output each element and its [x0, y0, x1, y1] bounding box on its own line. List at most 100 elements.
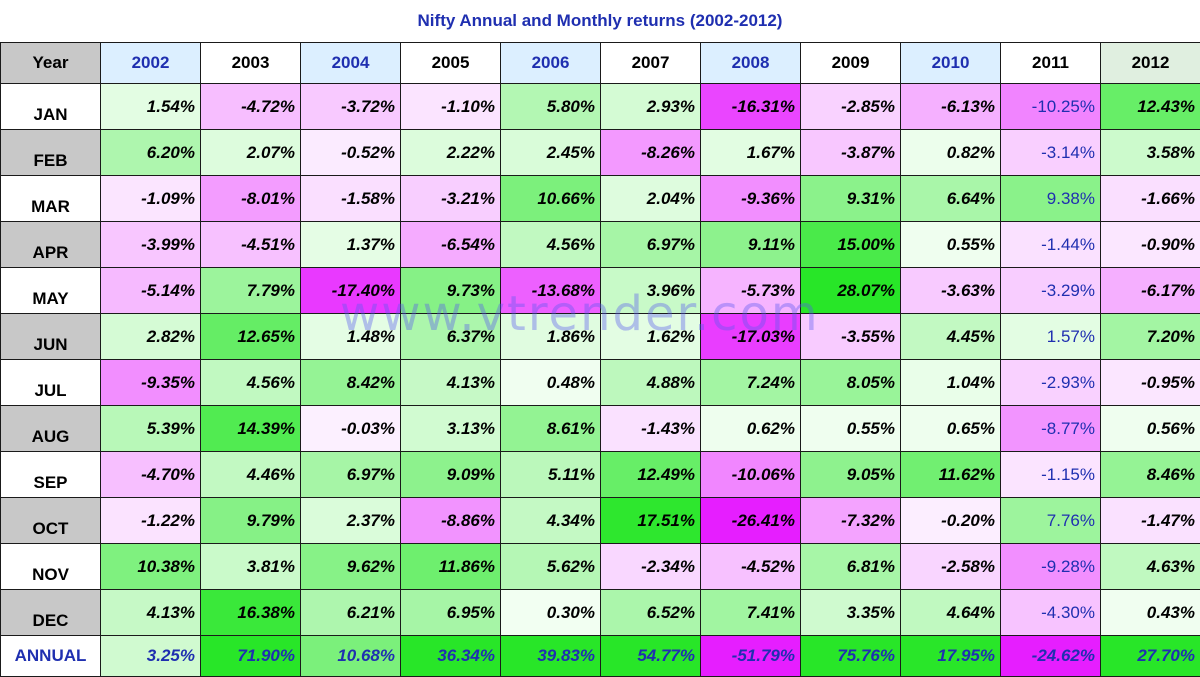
return-cell: 1.48%: [301, 314, 401, 360]
return-cell: 28.07%: [801, 268, 901, 314]
return-cell: -1.66%: [1101, 176, 1200, 222]
year-header-2009: 2009: [801, 43, 901, 84]
return-cell: 8.46%: [1101, 452, 1200, 498]
return-cell: 4.13%: [401, 360, 501, 406]
return-cell: -1.15%: [1001, 452, 1101, 498]
return-cell: -2.58%: [901, 544, 1001, 590]
return-cell: 17.51%: [601, 498, 701, 544]
month-label: MAR: [1, 176, 101, 222]
return-cell: 2.07%: [201, 130, 301, 176]
return-cell: 8.42%: [301, 360, 401, 406]
year-header-2003: 2003: [201, 43, 301, 84]
return-cell: 15.00%: [801, 222, 901, 268]
return-cell: -1.09%: [101, 176, 201, 222]
return-cell: -17.40%: [301, 268, 401, 314]
return-cell: 2.04%: [601, 176, 701, 222]
return-cell: 7.20%: [1101, 314, 1200, 360]
annual-return-cell: 39.83%: [501, 636, 601, 677]
return-cell: 12.49%: [601, 452, 701, 498]
year-header-2011: 2011: [1001, 43, 1101, 84]
return-cell: -2.85%: [801, 84, 901, 130]
return-cell: 3.35%: [801, 590, 901, 636]
return-cell: -2.34%: [601, 544, 701, 590]
month-label: AUG: [1, 406, 101, 452]
returns-table: Year 2002 2003 2004 2005 2006 2007 2008 …: [0, 42, 1200, 677]
return-cell: 0.82%: [901, 130, 1001, 176]
return-cell: 6.64%: [901, 176, 1001, 222]
return-cell: 6.20%: [101, 130, 201, 176]
return-cell: 11.86%: [401, 544, 501, 590]
return-cell: -1.58%: [301, 176, 401, 222]
return-cell: -7.32%: [801, 498, 901, 544]
return-cell: 7.79%: [201, 268, 301, 314]
return-cell: -0.20%: [901, 498, 1001, 544]
return-cell: 6.21%: [301, 590, 401, 636]
annual-return-cell: 10.68%: [301, 636, 401, 677]
year-header-2007: 2007: [601, 43, 701, 84]
return-cell: 0.43%: [1101, 590, 1200, 636]
month-label: JUN: [1, 314, 101, 360]
return-cell: 2.22%: [401, 130, 501, 176]
month-label: SEP: [1, 452, 101, 498]
return-cell: 6.97%: [301, 452, 401, 498]
return-cell: -6.13%: [901, 84, 1001, 130]
table-row: MAY-5.14%7.79%-17.40%9.73%-13.68%3.96%-5…: [1, 268, 1200, 314]
month-label: APR: [1, 222, 101, 268]
return-cell: 2.82%: [101, 314, 201, 360]
annual-return-cell: 27.70%: [1101, 636, 1200, 677]
annual-return-cell: 75.76%: [801, 636, 901, 677]
year-header-2005: 2005: [401, 43, 501, 84]
return-cell: 9.11%: [701, 222, 801, 268]
return-cell: -1.44%: [1001, 222, 1101, 268]
return-cell: -3.99%: [101, 222, 201, 268]
month-label: OCT: [1, 498, 101, 544]
return-cell: -4.30%: [1001, 590, 1101, 636]
return-cell: 16.38%: [201, 590, 301, 636]
year-header-2008: 2008: [701, 43, 801, 84]
return-cell: 5.39%: [101, 406, 201, 452]
return-cell: 0.65%: [901, 406, 1001, 452]
return-cell: -8.01%: [201, 176, 301, 222]
return-cell: -3.63%: [901, 268, 1001, 314]
return-cell: -6.17%: [1101, 268, 1200, 314]
return-cell: -8.77%: [1001, 406, 1101, 452]
return-cell: 7.41%: [701, 590, 801, 636]
annual-return-cell: 71.90%: [201, 636, 301, 677]
return-cell: -0.95%: [1101, 360, 1200, 406]
return-cell: -3.21%: [401, 176, 501, 222]
return-cell: 5.11%: [501, 452, 601, 498]
return-cell: -26.41%: [701, 498, 801, 544]
return-cell: -13.68%: [501, 268, 601, 314]
return-cell: 3.81%: [201, 544, 301, 590]
return-cell: 12.43%: [1101, 84, 1200, 130]
return-cell: -8.26%: [601, 130, 701, 176]
return-cell: 2.93%: [601, 84, 701, 130]
year-column-header: Year: [1, 43, 101, 84]
return-cell: 0.62%: [701, 406, 801, 452]
return-cell: 14.39%: [201, 406, 301, 452]
return-cell: -1.47%: [1101, 498, 1200, 544]
annual-return-cell: -24.62%: [1001, 636, 1101, 677]
return-cell: 6.52%: [601, 590, 701, 636]
return-cell: 0.55%: [901, 222, 1001, 268]
return-cell: 4.13%: [101, 590, 201, 636]
table-title: Nifty Annual and Monthly returns (2002-2…: [0, 0, 1200, 42]
return-cell: 8.61%: [501, 406, 601, 452]
return-cell: 4.56%: [501, 222, 601, 268]
return-cell: -0.52%: [301, 130, 401, 176]
return-cell: -4.70%: [101, 452, 201, 498]
return-cell: -1.10%: [401, 84, 501, 130]
return-cell: 1.54%: [101, 84, 201, 130]
return-cell: -17.03%: [701, 314, 801, 360]
return-cell: -3.29%: [1001, 268, 1101, 314]
return-cell: -10.06%: [701, 452, 801, 498]
return-cell: 1.67%: [701, 130, 801, 176]
return-cell: -10.25%: [1001, 84, 1101, 130]
return-cell: 10.66%: [501, 176, 601, 222]
return-cell: 1.62%: [601, 314, 701, 360]
